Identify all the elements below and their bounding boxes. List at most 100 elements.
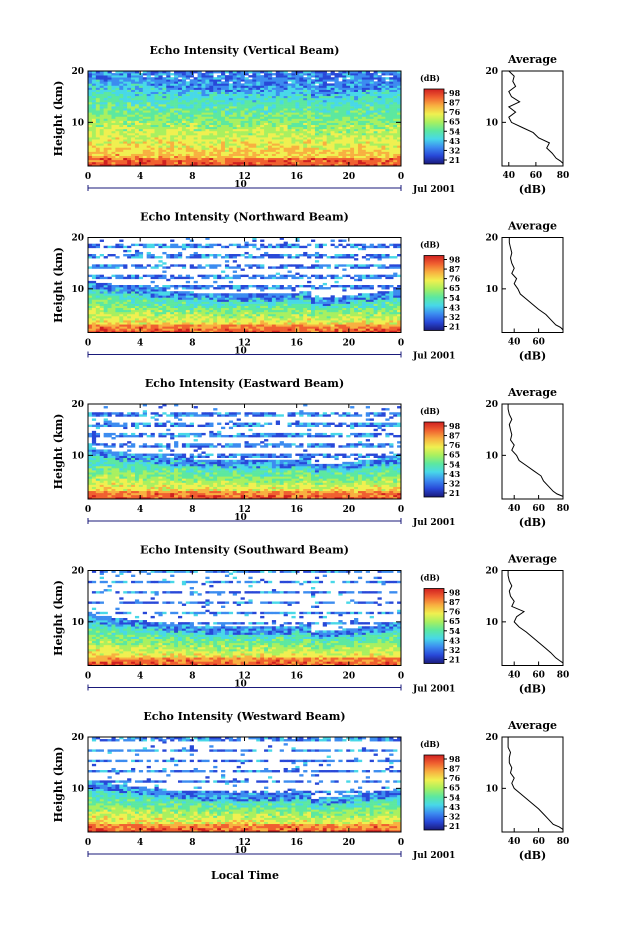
heatmap-cell: [267, 75, 273, 78]
heatmap-cell: [330, 101, 335, 105]
heatmap-cell: [185, 89, 191, 92]
heatmap-cell: [322, 318, 327, 321]
heatmap-cell: [267, 87, 273, 90]
heatmap-cell: [267, 83, 273, 86]
heatmap-cell: [228, 101, 234, 105]
heatmap-cell: [209, 322, 214, 325]
heatmap-cell: [330, 318, 335, 321]
heatmap-cell: [224, 315, 230, 319]
heatmap-cell: [342, 330, 347, 333]
heatmap-cell: [99, 71, 104, 74]
heatmap-cell: [213, 106, 218, 109]
heatmap-cell: [381, 301, 386, 304]
heatmap-cell: [123, 91, 128, 95]
heatmap-cell: [107, 87, 112, 90]
heatmap-cell: [228, 135, 234, 138]
heatmap-cell: [103, 324, 108, 327]
heatmap-cell: [103, 85, 108, 88]
heatmap-cell: [373, 305, 378, 309]
heatmap-cell: [209, 87, 214, 90]
heatmap-cell: [138, 328, 144, 331]
heatmap-cell: [397, 320, 402, 323]
heatmap-cell: [307, 81, 312, 84]
heatmap-cell: [99, 309, 104, 313]
heatmap-cell: [123, 322, 128, 325]
heatmap-cell: [127, 151, 132, 154]
heatmap-cell: [350, 161, 355, 165]
heatmap-cell: [142, 137, 147, 140]
heatmap-cell: [311, 163, 316, 167]
heatmap-cell: [123, 297, 128, 300]
heatmap-cell: [95, 79, 101, 82]
heatmap-cell: [365, 93, 370, 97]
heatmap-cell: [228, 73, 234, 76]
heatmap-cell: [373, 83, 378, 86]
heatmap-cell: [197, 143, 202, 146]
heatmap-cell: [275, 147, 281, 150]
heatmap-cell: [275, 326, 281, 329]
heatmap-cell: [107, 120, 112, 123]
heatmap-cell: [342, 326, 347, 329]
heatmap-cell: [99, 108, 104, 111]
heatmap-cell: [318, 106, 324, 109]
heatmap-cell: [170, 116, 175, 119]
heatmap-cell: [177, 85, 183, 88]
heatmap-cell: [115, 91, 120, 95]
heatmap-cell: [103, 309, 108, 313]
heatmap-cell: [244, 307, 249, 311]
heatmap-cell: [217, 143, 222, 146]
heatmap-cell: [256, 326, 261, 329]
heatmap-cell: [299, 324, 304, 327]
heatmap-cell: [389, 130, 394, 134]
heatmap-cell: [307, 120, 312, 123]
heatmap-cell: [170, 163, 175, 167]
heatmap-cell: [134, 145, 140, 148]
heatmap-cell: [397, 311, 402, 315]
heatmap-cell: [350, 149, 355, 152]
heatmap-cell: [193, 315, 198, 319]
heatmap-cell: [373, 153, 378, 156]
heatmap-cell: [244, 320, 249, 323]
heatmap-cell: [158, 318, 163, 321]
heatmap-cell: [244, 303, 249, 306]
heatmap-cell: [127, 71, 132, 74]
heatmap-cell: [369, 305, 374, 309]
heatmap-cell: [244, 153, 249, 156]
heatmap-cell: [205, 322, 210, 325]
heatmap-cell: [88, 307, 93, 311]
heatmap-cell: [209, 326, 214, 329]
heatmap-cell: [299, 313, 304, 317]
heatmap-cell: [271, 309, 277, 313]
heatmap-cell: [264, 299, 269, 302]
heatmap-cell: [127, 85, 132, 88]
heatmap-cell: [271, 315, 277, 319]
heatmap-cell: [260, 122, 265, 125]
heatmap-cell: [158, 114, 163, 117]
heatmap-cell: [134, 93, 140, 97]
heatmap-cell: [158, 87, 163, 90]
heatmap-cell: [267, 79, 273, 82]
heatmap-cell: [232, 132, 237, 136]
heatmap-cell: [217, 305, 222, 309]
heatmap-cell: [248, 135, 253, 138]
heatmap-cell: [224, 159, 230, 163]
heatmap-cell: [373, 145, 378, 148]
heatmap-cell: [287, 75, 292, 78]
heatmap-cell: [271, 151, 277, 154]
heatmap-cell: [338, 311, 343, 315]
heatmap-cell: [283, 135, 288, 138]
heatmap-cell: [252, 161, 257, 165]
heatmap-cell: [142, 324, 147, 327]
heatmap-cell: [361, 132, 367, 136]
heatmap-cell: [385, 110, 390, 113]
heatmap-cell: [197, 124, 202, 128]
heatmap-cell: [381, 112, 386, 115]
heatmap-cell: [260, 120, 265, 123]
heatmap-cell: [205, 130, 210, 134]
heatmap-cell: [248, 87, 253, 90]
heatmap-cell: [240, 143, 245, 146]
heatmap-cell: [299, 307, 304, 311]
heatmap-cell: [127, 122, 132, 125]
heatmap-cell: [267, 313, 273, 317]
heatmap-cell: [365, 309, 370, 313]
